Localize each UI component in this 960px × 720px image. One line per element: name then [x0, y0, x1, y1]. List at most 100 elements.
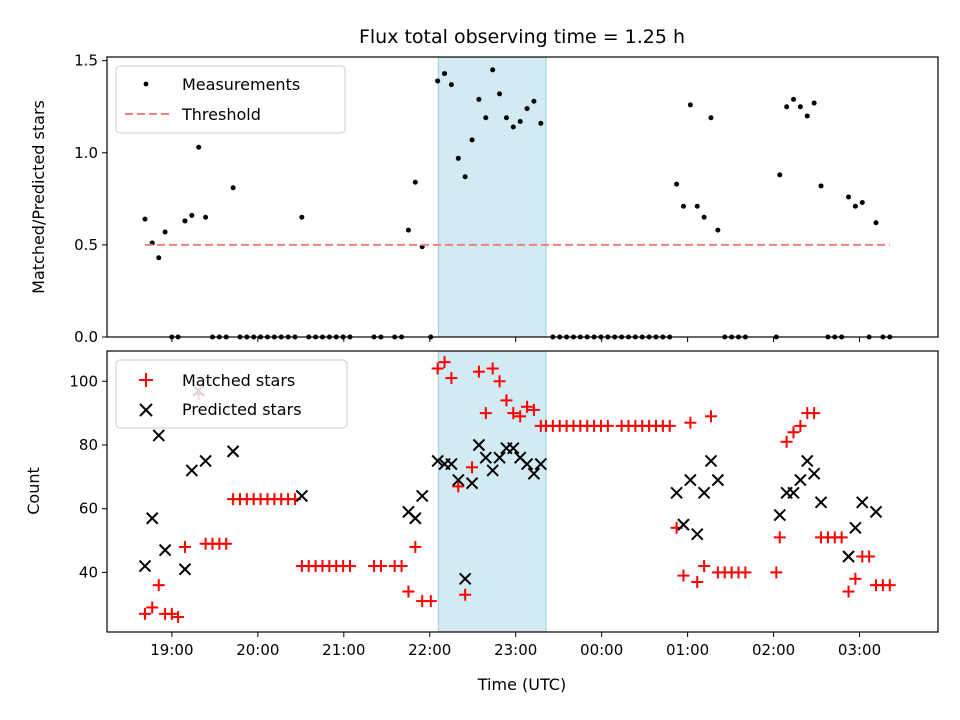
predicted-stars-point	[801, 454, 814, 468]
predicted-stars-point	[185, 464, 199, 477]
matched-stars-point	[507, 407, 520, 420]
matched-stars-point	[883, 579, 896, 592]
matched-stars-point	[849, 572, 862, 585]
matched-stars-point	[794, 419, 807, 432]
matched-stars-point	[770, 566, 783, 579]
measurements-point	[715, 227, 721, 233]
predicted-stars-point	[138, 559, 152, 573]
predicted-stars-point	[534, 457, 548, 471]
predicted-stars-point	[807, 467, 821, 480]
measurements-point	[203, 214, 209, 220]
matched-stars-point	[431, 362, 444, 375]
measurements-point	[182, 218, 188, 224]
matched-stars-point	[527, 403, 540, 416]
predicted-stars-point	[493, 451, 506, 464]
predicted-stars-point	[415, 489, 429, 503]
measurements-point	[680, 203, 686, 209]
bottom-y-axis-label: Count	[24, 467, 43, 515]
measurements-point	[435, 78, 441, 84]
top-y-tick-label: 1.0	[74, 144, 98, 162]
predicted-stars-point	[178, 563, 192, 576]
matched-stars-point	[500, 394, 513, 407]
bottom-x-tick-label: 22:00	[408, 641, 451, 659]
matched-stars-point	[220, 537, 233, 550]
bottom-y-tick-label: 80	[79, 436, 98, 454]
measurements-point	[811, 100, 817, 106]
top-highlight-region	[437, 56, 547, 338]
predicted-stars-point	[869, 505, 883, 519]
matched-stars-point	[684, 416, 697, 429]
predicted-stars-point	[842, 550, 855, 563]
matched-stars-point	[739, 566, 752, 579]
predicted-stars-point	[711, 473, 725, 487]
matched-stars-point	[601, 419, 614, 432]
matched-stars-point	[842, 585, 855, 598]
top-legend-box	[115, 65, 346, 134]
matched-stars-point	[395, 560, 408, 573]
matched-stars-point	[459, 588, 472, 601]
bottom-x-axis-label: Time (UTC)	[477, 675, 566, 694]
predicted-stars-point	[199, 454, 212, 468]
matched-stars-point	[704, 410, 717, 423]
measurements-point	[497, 91, 503, 97]
measurements-point	[873, 220, 879, 226]
predicted-stars-point	[479, 451, 493, 464]
measurements-point	[777, 172, 783, 178]
bottom-y-tick-label: 60	[79, 500, 98, 518]
measurements-point	[791, 96, 797, 102]
measurements-point	[784, 104, 790, 110]
bottom-y-ticks: 40 60 80 100	[69, 372, 107, 581]
threshold-legend-label: Threshold	[181, 105, 261, 124]
predicted-stars-point	[849, 521, 862, 535]
predicted-stars-legend-label: Predicted stars	[182, 400, 302, 419]
top-panel: 0.0 0.5 1.0 1.5 Flux total observing time =…	[29, 26, 939, 346]
measurements-point	[142, 216, 148, 222]
measurements-point	[510, 124, 516, 130]
measurements-point	[405, 227, 411, 233]
predicted-stars-point	[472, 438, 486, 452]
bottom-x-tick-label: 19:00	[150, 641, 193, 659]
matched-stars-point	[178, 540, 191, 553]
matched-stars-point	[479, 407, 492, 420]
measurements-point	[448, 82, 454, 88]
top-legend: Measurements Threshold	[115, 65, 346, 134]
measurements-point	[818, 183, 824, 189]
measurements-point	[189, 212, 195, 218]
measurements-point	[162, 229, 168, 235]
matched-stars-point	[472, 365, 485, 378]
predicted-stars-point	[152, 429, 165, 442]
predicted-stars-point	[295, 489, 309, 503]
bottom-panel: 40 60 80 100 19:00 20:00 21:00 22:00 23:00 00:00…	[24, 350, 939, 694]
measurements-point	[846, 194, 852, 200]
predicted-stars-point	[684, 473, 697, 487]
matched-stars-point	[691, 575, 704, 588]
bottom-legend-box	[115, 359, 348, 429]
bottom-x-tick-label: 01:00	[666, 641, 709, 659]
matched-stars-point	[514, 410, 527, 423]
matched-stars-point	[466, 461, 479, 474]
matched-stars-legend-label: Matched stars	[182, 371, 295, 390]
bottom-highlight-region	[437, 350, 547, 633]
matched-stars-point	[402, 585, 415, 598]
predicted-stars-point	[670, 486, 683, 499]
matched-stars-point	[521, 400, 534, 413]
bottom-x-tick-label: 21:00	[322, 641, 365, 659]
measurements-point	[503, 115, 509, 121]
top-y-ticks: 0.0 0.5 1.0 1.5	[74, 52, 107, 346]
matched-stars-point	[863, 550, 876, 563]
measurements-point	[538, 120, 544, 126]
top-x-ticks	[171, 337, 861, 342]
measurements-point	[412, 179, 418, 185]
bottom-legend: Matched stars Predicted stars	[115, 359, 348, 429]
measurements-point	[156, 255, 162, 261]
matched-stars-point	[486, 362, 499, 375]
matched-stars-point	[835, 531, 848, 544]
matched-stars-point	[698, 560, 711, 573]
predicted-stars-point	[431, 454, 444, 468]
matched-stars-point	[343, 560, 356, 573]
matched-stars-point	[438, 356, 451, 369]
predicted-stars-point	[158, 543, 172, 557]
predicted-stars-point	[226, 445, 240, 458]
predicted-stars-point	[146, 512, 159, 525]
measurements-point	[476, 96, 482, 102]
